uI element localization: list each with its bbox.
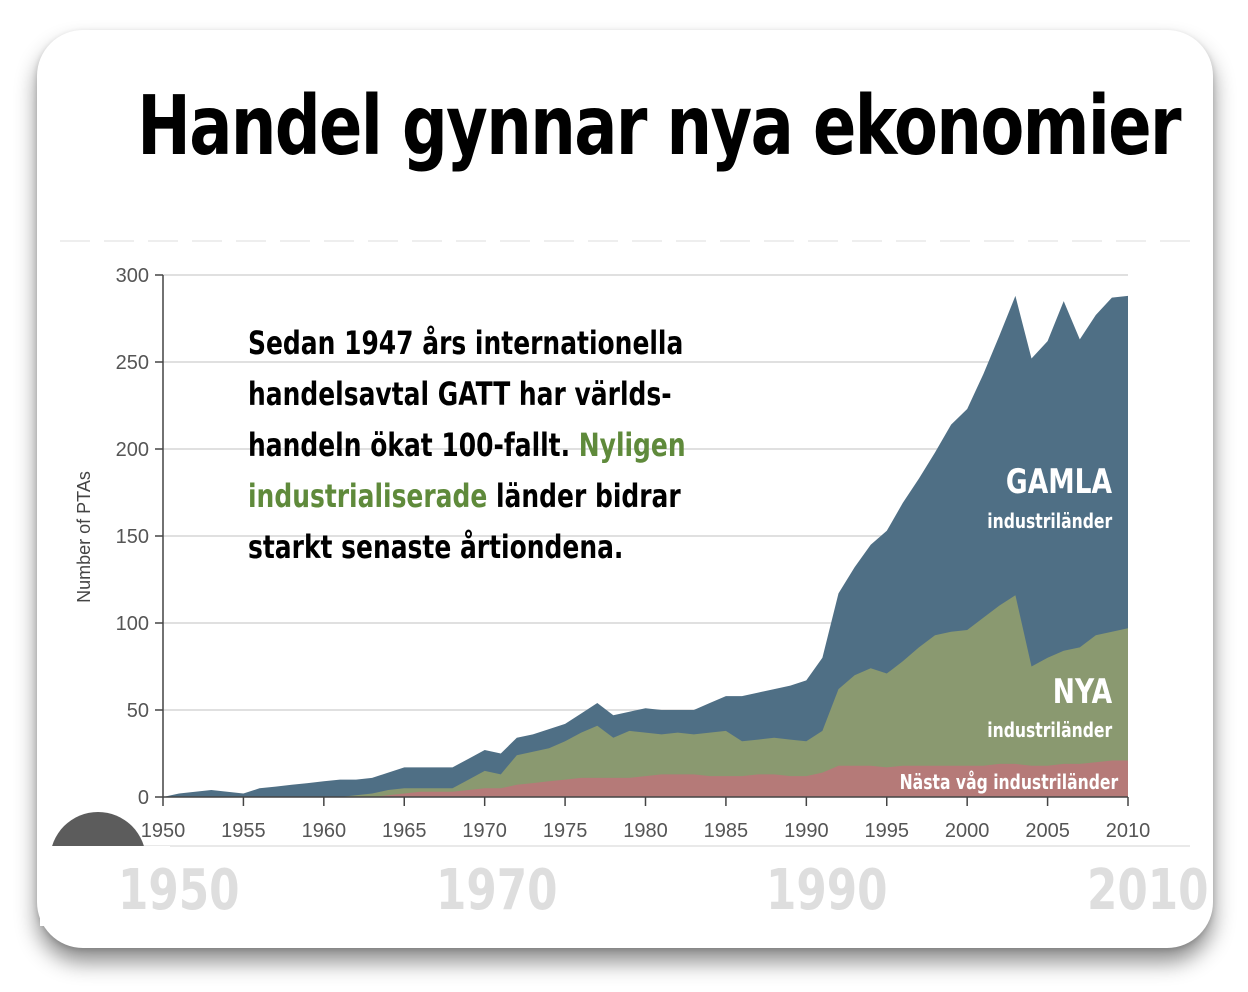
y-tick-label-150: 150 [116, 526, 149, 548]
x-tick-label-1975: 1975 [543, 820, 588, 842]
decade-1950: 1950 [118, 858, 240, 923]
y-tick-label-100: 100 [116, 613, 149, 635]
callout-line-3-green: Nyligen [578, 426, 686, 464]
page-title: Handel gynnar nya ekonomier [137, 79, 1181, 174]
x-tick-label-1980: 1980 [623, 820, 668, 842]
x-tick-label-1995: 1995 [865, 820, 910, 842]
y-tick-label-250: 250 [116, 352, 149, 374]
decade-1970: 1970 [436, 858, 558, 923]
x-tick-label-1950: 1950 [141, 820, 186, 842]
label-old-small: industriländer [987, 509, 1112, 533]
area-next [163, 760, 1128, 797]
y-tick-label-200: 200 [116, 439, 149, 461]
x-tick-label-1990: 1990 [784, 820, 829, 842]
x-tick-label-1960: 1960 [302, 820, 347, 842]
x-tick-label-2010: 2010 [1106, 820, 1151, 842]
decade-1990: 1990 [766, 858, 888, 923]
callout-line-4-green: industrialiserade [248, 477, 488, 515]
x-tick-label-1985: 1985 [704, 820, 749, 842]
x-tick-label-1955: 1955 [221, 820, 266, 842]
x-tick-label-2005: 2005 [1025, 820, 1070, 842]
y-tick-label-0: 0 [138, 787, 149, 809]
decade-2010: 2010 [1087, 858, 1209, 923]
x-tick-label-2000: 2000 [945, 820, 990, 842]
callout-line-3-black: handeln ökat 100-fallt. [248, 426, 579, 464]
label-next-wave: Nästa våg industriländer [899, 770, 1118, 794]
y-axis-label: Number of PTAs [74, 471, 94, 603]
callout-line-4-black: länder bidrar [487, 477, 681, 515]
area-old [163, 295, 1128, 797]
callout-text: Sedan 1947 års internationella handelsav… [248, 318, 686, 573]
label-old-big: GAMLA [1005, 462, 1112, 502]
x-tick-label-1965: 1965 [382, 820, 427, 842]
areas [163, 295, 1128, 797]
x-tick-label-1970: 1970 [462, 820, 507, 842]
label-new-small: industriländer [987, 718, 1112, 742]
callout-line-2: handelsavtal GATT har världs- [248, 375, 672, 413]
axes: 0 50 100 150 200 250 300 1950 1955 1960 1965 1970 19… [116, 265, 1151, 842]
callout-line-1: Sedan 1947 års internationella [248, 324, 684, 362]
label-new-big: NYA [1052, 672, 1112, 712]
y-tick-label-300: 300 [116, 265, 149, 287]
callout-line-3: handeln ökat 100-fallt. Nyligen [248, 420, 686, 471]
decorative-mask [40, 846, 170, 926]
callout-line-5: starkt senaste årtiondena. [248, 528, 624, 566]
area-new [163, 595, 1128, 797]
y-tick-label-50: 50 [127, 700, 149, 722]
callout-line-4: industrialiserade länder bidrar [248, 471, 681, 522]
